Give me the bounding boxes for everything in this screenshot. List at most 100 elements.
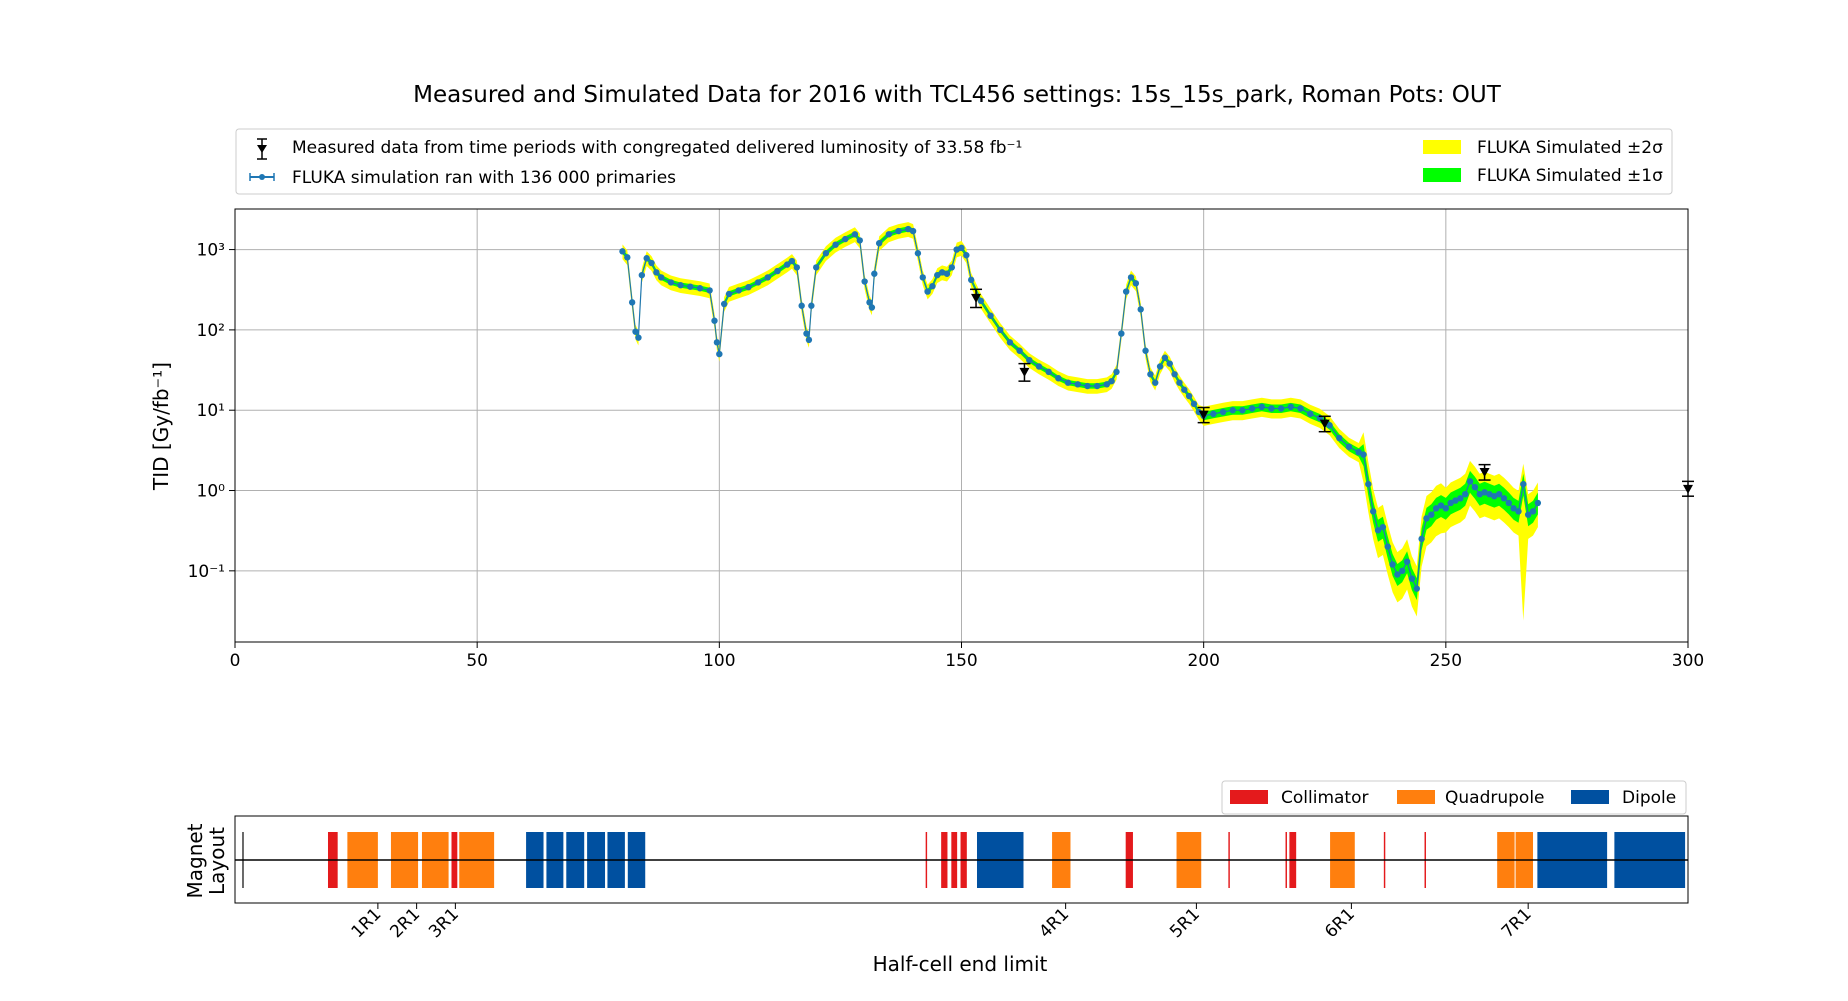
simulation-point xyxy=(813,264,820,271)
simulation-point xyxy=(1137,306,1144,313)
simulation-point xyxy=(632,328,639,335)
layout-frame xyxy=(234,815,1689,904)
simulation-point xyxy=(1326,422,1333,429)
simulation-point xyxy=(754,279,762,286)
simulation-point xyxy=(1408,575,1416,582)
simulation-point xyxy=(1248,405,1256,412)
layout-tick-label: 3R1 xyxy=(425,904,463,942)
simulation-point xyxy=(1529,508,1537,515)
simulation-point xyxy=(808,302,815,309)
layout-tick-label: 1R1 xyxy=(348,904,386,942)
simulation-point xyxy=(805,336,813,344)
simulation-point xyxy=(875,240,883,247)
simulation-point xyxy=(1132,280,1140,287)
simulation-point xyxy=(1268,405,1275,412)
measured-point xyxy=(1198,410,1209,420)
simulation-point xyxy=(1045,368,1052,376)
measured-point xyxy=(971,293,982,303)
simulation-point xyxy=(1210,410,1217,418)
legend-simulation-marker xyxy=(249,173,275,181)
simulation-point xyxy=(745,284,752,291)
simulation-point xyxy=(783,261,791,268)
simulation-point xyxy=(1466,478,1474,485)
y-tick-label: 10² xyxy=(197,321,225,341)
simulation-point xyxy=(1147,371,1154,378)
simulation-point xyxy=(1369,508,1377,515)
simulation-point xyxy=(977,297,985,305)
magnet-legend-collimator-label: Collimator xyxy=(1281,788,1368,808)
simulation-point xyxy=(1452,497,1459,504)
simulation-point xyxy=(667,279,675,286)
simulation-point xyxy=(1161,354,1169,361)
simulation-point xyxy=(788,257,796,265)
simulation-point xyxy=(1287,403,1295,411)
layout-ylabel-line2: Layout xyxy=(205,827,229,895)
simulation-point xyxy=(1442,505,1450,512)
simulation-point xyxy=(1093,382,1101,390)
simulation-point xyxy=(1277,405,1285,412)
simulation-point xyxy=(798,302,805,309)
simulation-point xyxy=(997,326,1004,334)
x-tick-label: 150 xyxy=(945,651,977,671)
simulation-point xyxy=(638,271,646,279)
simulation-point xyxy=(868,304,876,311)
magnet-legend-dipole-swatch xyxy=(1571,790,1609,804)
simulation-point xyxy=(1229,407,1236,414)
simulation-point xyxy=(696,285,704,292)
legend-band1-label: FLUKA Simulated ±1σ xyxy=(1477,166,1663,186)
simulation-point xyxy=(658,274,665,281)
simulation-point xyxy=(856,237,863,244)
simulation-point xyxy=(929,282,936,290)
simulation-point xyxy=(1190,400,1198,408)
simulation-point xyxy=(842,235,849,243)
simulation-point xyxy=(687,283,694,290)
simulation-point xyxy=(774,267,781,275)
simulation-point xyxy=(1413,585,1420,592)
simulation-point xyxy=(987,312,994,319)
legend-measured-marker xyxy=(257,138,267,160)
simulation-point xyxy=(716,350,723,358)
simulation-point xyxy=(1239,407,1246,414)
simulation-point xyxy=(1437,502,1445,509)
x-tick-label: 300 xyxy=(1672,651,1704,671)
simulation-point xyxy=(958,244,965,252)
simulation-point xyxy=(1384,543,1391,550)
simulation-point xyxy=(1185,392,1193,400)
simulation-point xyxy=(1026,356,1033,364)
simulation-point xyxy=(725,290,733,298)
simulation-point xyxy=(1074,381,1081,388)
layout-tick-label: 2R1 xyxy=(386,904,424,942)
simulation-point xyxy=(1374,527,1382,534)
simulation-point xyxy=(1495,490,1503,498)
y-tick-label: 10³ xyxy=(197,241,225,261)
simulation-point xyxy=(1336,434,1343,442)
simulation-point xyxy=(1418,535,1425,543)
simulation-point xyxy=(948,264,956,271)
magnet-legend-quadrupole-swatch xyxy=(1397,790,1435,804)
simulation-point xyxy=(1462,490,1469,498)
simulation-point xyxy=(1515,508,1522,515)
simulation-point xyxy=(720,300,728,308)
x-tick-label: 100 xyxy=(703,651,735,671)
simulation-point xyxy=(924,288,931,295)
x-tick-label: 250 xyxy=(1430,651,1462,671)
simulation-point xyxy=(1476,490,1483,498)
simulation-point xyxy=(1365,480,1372,488)
simulation-point xyxy=(1500,495,1508,502)
layout-tick-label: 7R1 xyxy=(1498,904,1536,942)
simulation-point xyxy=(832,241,839,248)
simulation-point xyxy=(1181,386,1188,393)
simulation-point xyxy=(885,231,893,238)
simulation-point xyxy=(735,287,742,294)
simulation-point xyxy=(1403,558,1411,565)
simulation-point xyxy=(1394,571,1401,578)
simulation-point xyxy=(1505,499,1512,507)
legend-measured-label: Measured data from time periods with con… xyxy=(292,138,1022,158)
layout-ylabel-line1: Magnet xyxy=(183,823,207,898)
measured-point xyxy=(1019,367,1030,377)
simulation-point xyxy=(1297,405,1304,412)
simulation-point xyxy=(919,274,926,281)
simulation-point xyxy=(1345,443,1353,451)
simulation-point xyxy=(1103,381,1111,388)
